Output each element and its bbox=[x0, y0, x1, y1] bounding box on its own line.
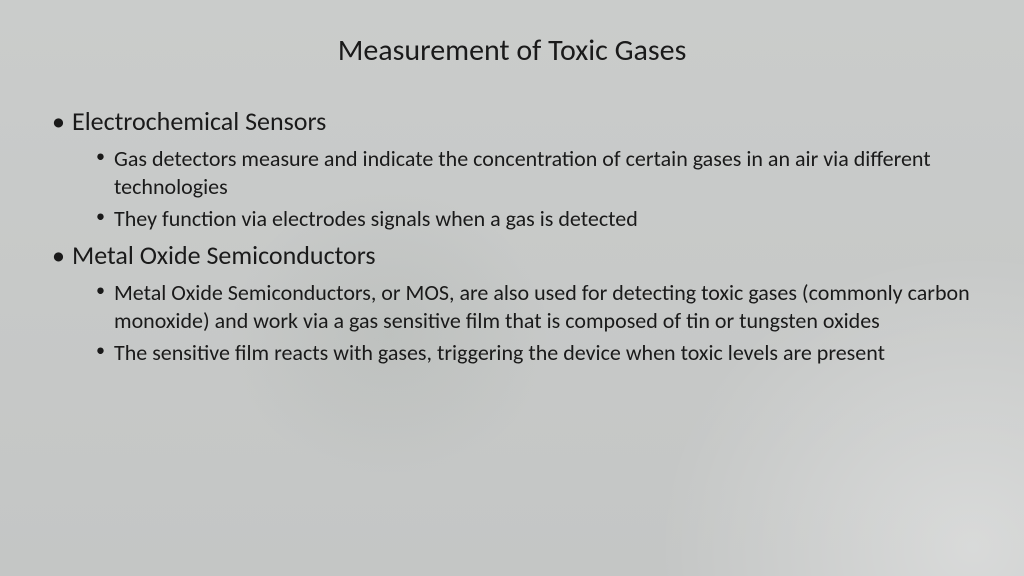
bullet-list-lvl1: Electrochemical Sensors Gas detectors me… bbox=[48, 105, 976, 368]
slide-title: Measurement of Toxic Gases bbox=[48, 32, 976, 69]
bullet-lvl1-label: Electrochemical Sensors bbox=[72, 105, 326, 137]
bullet-list-lvl2: Gas detectors measure and indicate the c… bbox=[90, 145, 976, 233]
list-item: Gas detectors measure and indicate the c… bbox=[90, 145, 976, 201]
list-item: Electrochemical Sensors Gas detectors me… bbox=[48, 105, 976, 233]
list-item: Metal Oxide Semiconductors Metal Oxide S… bbox=[48, 239, 976, 367]
slide-container: Measurement of Toxic Gases Electrochemic… bbox=[0, 0, 1024, 576]
bullet-lvl2-label: Metal Oxide Semiconductors, or MOS, are … bbox=[114, 279, 970, 334]
list-item: The sensitive film reacts with gases, tr… bbox=[90, 339, 976, 367]
list-item: Metal Oxide Semiconductors, or MOS, are … bbox=[90, 279, 976, 335]
bullet-lvl2-label: They function via electrodes signals whe… bbox=[114, 205, 638, 232]
bullet-lvl2-label: The sensitive film reacts with gases, tr… bbox=[114, 339, 885, 366]
bullet-lvl2-label: Gas detectors measure and indicate the c… bbox=[114, 145, 931, 200]
list-item: They function via electrodes signals whe… bbox=[90, 205, 976, 233]
bullet-list-lvl2: Metal Oxide Semiconductors, or MOS, are … bbox=[90, 279, 976, 367]
bullet-lvl1-label: Metal Oxide Semiconductors bbox=[72, 239, 376, 271]
